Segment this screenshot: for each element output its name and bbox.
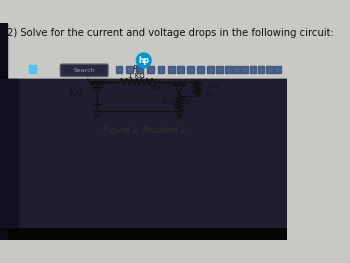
Bar: [29, 65, 32, 69]
Bar: [207, 66, 214, 73]
Bar: [177, 66, 184, 73]
Bar: [33, 69, 36, 73]
Bar: [0, 23, 7, 240]
Text: +: +: [84, 77, 90, 83]
Bar: [187, 66, 194, 73]
Bar: [0, 79, 287, 227]
Bar: [136, 66, 143, 73]
Text: Search: Search: [74, 68, 95, 73]
Bar: [0, 79, 18, 227]
Text: R₃: R₃: [182, 97, 190, 106]
Bar: [158, 66, 164, 73]
FancyBboxPatch shape: [60, 64, 108, 77]
Bar: [0, 227, 287, 240]
Bar: [126, 66, 133, 73]
Bar: [0, 79, 287, 240]
Bar: [258, 66, 265, 73]
Bar: [225, 66, 232, 73]
Bar: [29, 69, 32, 73]
Bar: [233, 66, 240, 73]
Bar: [0, 23, 287, 79]
Bar: [266, 66, 273, 73]
Text: 3KΩ: 3KΩ: [161, 99, 175, 104]
Text: R₂: R₂: [205, 90, 214, 99]
Text: 2kΩ: 2kΩ: [205, 83, 219, 89]
Text: 1 KΩ: 1 KΩ: [128, 73, 145, 79]
Bar: [216, 66, 223, 73]
Bar: [250, 66, 256, 73]
Text: R₁: R₁: [133, 65, 141, 74]
Text: 10v: 10v: [66, 89, 82, 98]
Bar: [241, 66, 248, 73]
Text: Figure 2. Problem 2: Figure 2. Problem 2: [103, 126, 185, 135]
Text: hp: hp: [138, 56, 149, 65]
Bar: [116, 66, 122, 73]
Text: 2) Solve for the current and voltage drops in the following circuit:: 2) Solve for the current and voltage dro…: [7, 28, 333, 38]
Circle shape: [136, 53, 151, 68]
Bar: [147, 66, 154, 73]
Bar: [168, 66, 175, 73]
Bar: [197, 66, 204, 73]
Text: Vz=3v: Vz=3v: [149, 84, 173, 90]
Bar: [274, 66, 281, 73]
Bar: [33, 65, 36, 69]
